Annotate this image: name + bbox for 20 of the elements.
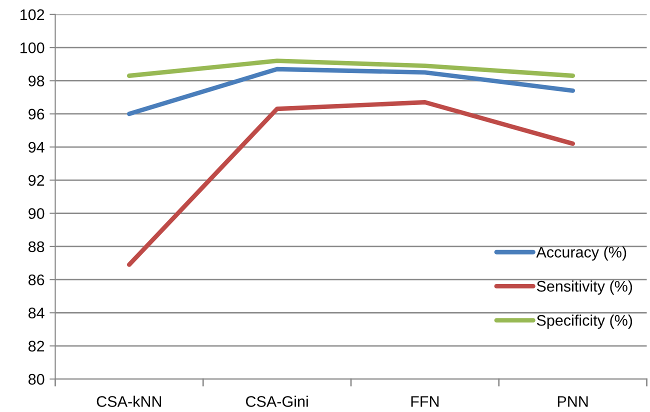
y-tick-label: 84 [28, 308, 44, 318]
y-tick-label: 86 [28, 274, 44, 286]
y-tick-label: 94 [28, 142, 44, 153]
y-tick-label: 90 [28, 208, 44, 219]
x-tick-label: CSA-kNN [96, 396, 162, 407]
legend-label: Sensitivity (%) [536, 280, 632, 295]
y-tick-label: 82 [28, 340, 44, 352]
legend-label: Specificity (%) [536, 314, 632, 329]
y-tick-label: 92 [28, 175, 44, 186]
y-tick-label: 80 [28, 374, 44, 385]
y-tick-label: 102 [20, 9, 44, 20]
y-tick-label: 100 [20, 42, 44, 54]
x-tick-label: PNN [558, 396, 588, 407]
legend-label: Accuracy (%) [536, 246, 626, 261]
line-series [126, 66, 576, 116]
y-tick-label: 96 [28, 108, 44, 120]
y-tick-label: 88 [28, 241, 44, 252]
x-tick-label: FFN [411, 396, 439, 407]
x-tick-label: CSA-Gini [246, 396, 308, 407]
y-tick-label: 98 [28, 76, 44, 86]
